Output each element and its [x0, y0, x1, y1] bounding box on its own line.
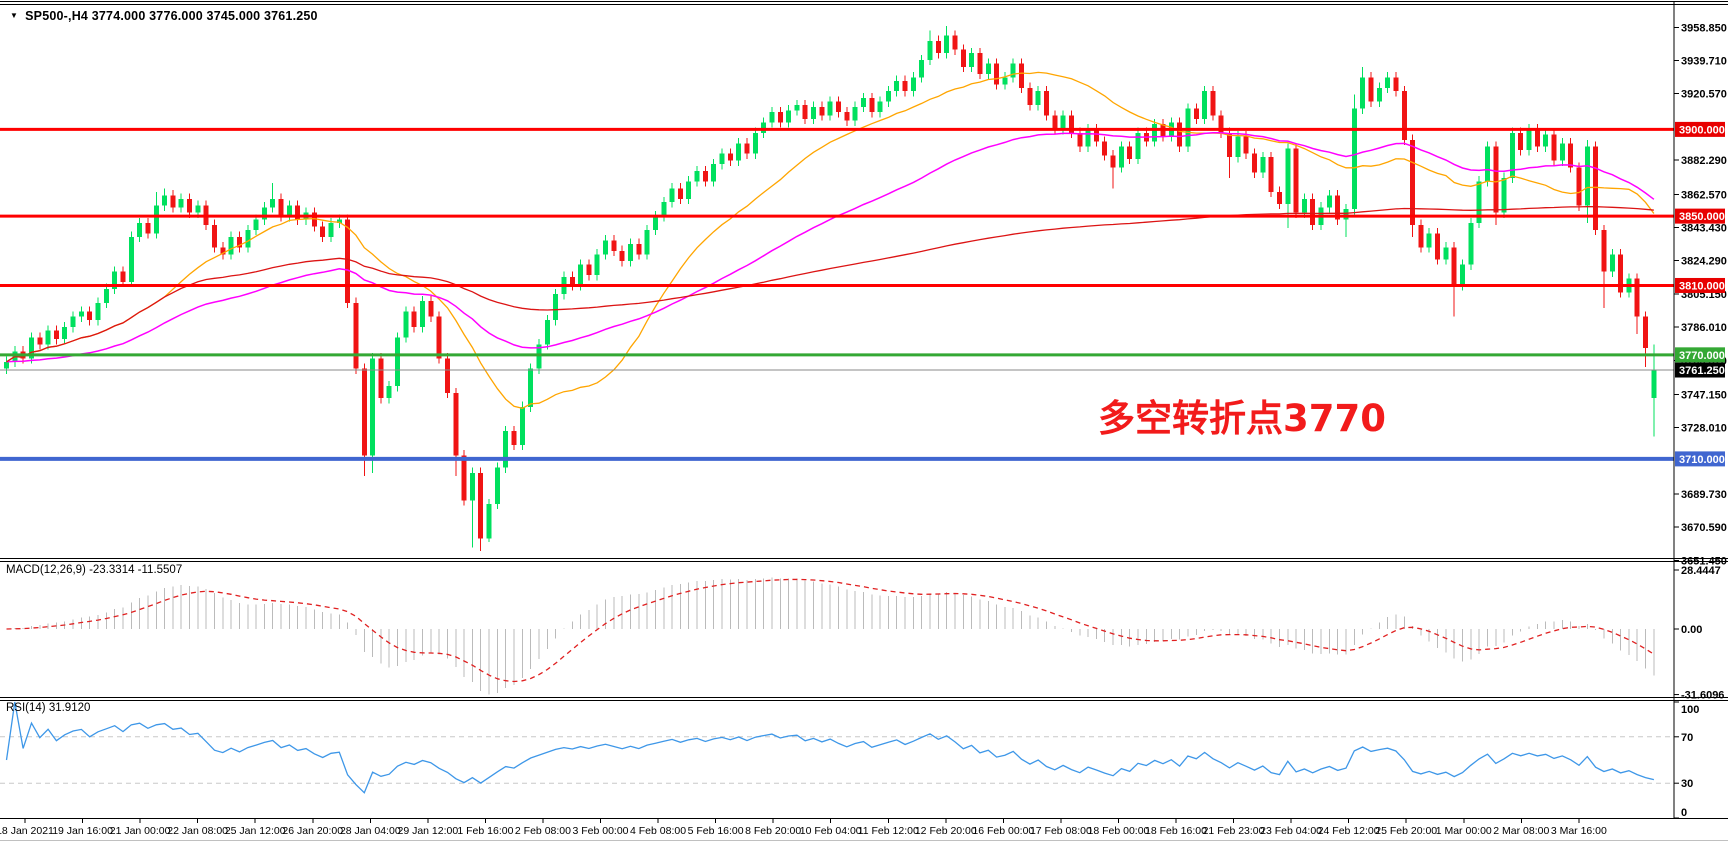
symbol-title: ▼ SP500-,H4 3774.000 3776.000 3745.000 37… — [10, 9, 318, 23]
rsi-tick-label: 70 — [1681, 732, 1693, 744]
symbol-ohlc-text: SP500-,H4 3774.000 3776.000 3745.000 376… — [25, 9, 318, 23]
ma-line-slow — [6, 205, 1654, 363]
chart-annotation: 多空转折点3770 — [1098, 397, 1386, 440]
price-tick-label: 3786.010 — [1681, 322, 1727, 334]
time-axis-label: 12 Feb 20:00 — [915, 825, 977, 837]
time-axis-label: 16 Feb 00:00 — [972, 825, 1034, 837]
svg-text:3810.000: 3810.000 — [1679, 280, 1725, 292]
time-axis-label: 23 Feb 04:00 — [1260, 825, 1322, 837]
time-axis-label: 8 Feb 20:00 — [745, 825, 801, 837]
svg-text:3710.000: 3710.000 — [1679, 454, 1725, 466]
level-price-badge: 3710.000 — [1675, 451, 1725, 467]
time-axis-label: 28 Jan 04:00 — [340, 825, 401, 837]
price-tick-label: 3920.570 — [1681, 89, 1727, 101]
time-axis-label: 17 Feb 08:00 — [1030, 825, 1092, 837]
time-axis-label: 10 Feb 04:00 — [800, 825, 862, 837]
time-axis-label: 5 Feb 16:00 — [688, 825, 744, 837]
svg-text:3900.000: 3900.000 — [1679, 124, 1725, 136]
time-axis-label: 18 Feb 16:00 — [1145, 825, 1207, 837]
level-price-badge: 3810.000 — [1675, 277, 1725, 293]
macd-panel[interactable]: 28.4447 0.00 -31.6096 — [6, 565, 1725, 702]
time-axis-label: 21 Jan 00:00 — [110, 825, 171, 837]
rsi-tick-label: 0 — [1681, 807, 1687, 819]
price-tick-label: 3843.430 — [1681, 222, 1727, 234]
macd-tick-label: 28.4447 — [1681, 565, 1721, 577]
time-axis-label: 11 Feb 12:00 — [858, 825, 919, 837]
price-tick-label: 3882.290 — [1681, 155, 1727, 167]
time-axis-label: 2 Mar 08:00 — [1493, 825, 1549, 837]
price-tick-label: 3670.590 — [1681, 522, 1727, 534]
time-axis-label: 22 Jan 08:00 — [167, 825, 228, 837]
level-price-badge: 3850.000 — [1675, 208, 1725, 224]
macd-tick-label: -31.6096 — [1681, 690, 1724, 702]
level-price-badge: 3770.000 — [1675, 347, 1725, 363]
svg-text:3770.000: 3770.000 — [1679, 350, 1725, 362]
moving-averages — [6, 71, 1655, 409]
price-tick-label: 3728.010 — [1681, 423, 1727, 435]
time-axis-label: 26 Jan 20:00 — [282, 825, 343, 837]
time-axis-label: 1 Mar 00:00 — [1436, 825, 1492, 837]
current-price-badge: 3761.250 — [1675, 362, 1725, 378]
time-axis-label: 25 Jan 12:00 — [225, 825, 286, 837]
price-tick-label: 3862.570 — [1681, 189, 1727, 201]
price-tick-label: 3939.710 — [1681, 56, 1727, 68]
time-axis-label: 18 Feb 00:00 — [1088, 825, 1150, 837]
time-axis-label: 3 Mar 16:00 — [1551, 825, 1607, 837]
time-axis-label: 25 Feb 20:00 — [1375, 825, 1437, 837]
svg-text:3761.250: 3761.250 — [1679, 365, 1725, 377]
time-axis-label: 29 Jan 12:00 — [397, 825, 458, 837]
time-axis-label: 3 Feb 00:00 — [572, 825, 628, 837]
macd-tick-label: 0.00 — [1681, 624, 1702, 636]
level-price-badge: 3900.000 — [1675, 121, 1725, 137]
time-axis-label: 21 Feb 23:00 — [1203, 825, 1265, 837]
ma-line-mid — [6, 131, 1655, 363]
chevron-down-icon[interactable]: ▼ — [10, 11, 19, 20]
time-axis-label: 1 Feb 16:00 — [457, 825, 513, 837]
time-axis-label: 19 Jan 16:00 — [52, 825, 113, 837]
horizontal-level-lines — [0, 127, 1674, 461]
price-tick-label: 3747.150 — [1681, 389, 1727, 401]
svg-text:3850.000: 3850.000 — [1679, 211, 1725, 223]
candlesticks — [4, 26, 1657, 551]
rsi-line — [5, 701, 1655, 794]
time-axis-label: 4 Feb 08:00 — [630, 825, 686, 837]
time-axis-label: 2 Feb 08:00 — [515, 825, 571, 837]
macd-indicator-label: MACD(12,26,9) -23.3314 -11.5507 — [6, 564, 183, 576]
price-tick-label: 3958.850 — [1681, 22, 1727, 34]
macd-signal-line — [6, 578, 1655, 683]
time-axis-label: 18 Jan 2021 — [0, 825, 54, 837]
price-tick-label: 3824.290 — [1681, 256, 1727, 268]
price-tick-label: 3689.730 — [1681, 489, 1727, 501]
ma-line-fast — [6, 71, 1655, 409]
rsi-panel[interactable]: 100 70 30 0 — [0, 701, 1699, 819]
rsi-tick-label: 30 — [1681, 778, 1693, 790]
rsi-tick-label: 100 — [1681, 704, 1699, 716]
time-axis-label: 24 Feb 12:00 — [1318, 825, 1380, 837]
rsi-indicator-label: RSI(14) 31.9120 — [6, 702, 91, 714]
